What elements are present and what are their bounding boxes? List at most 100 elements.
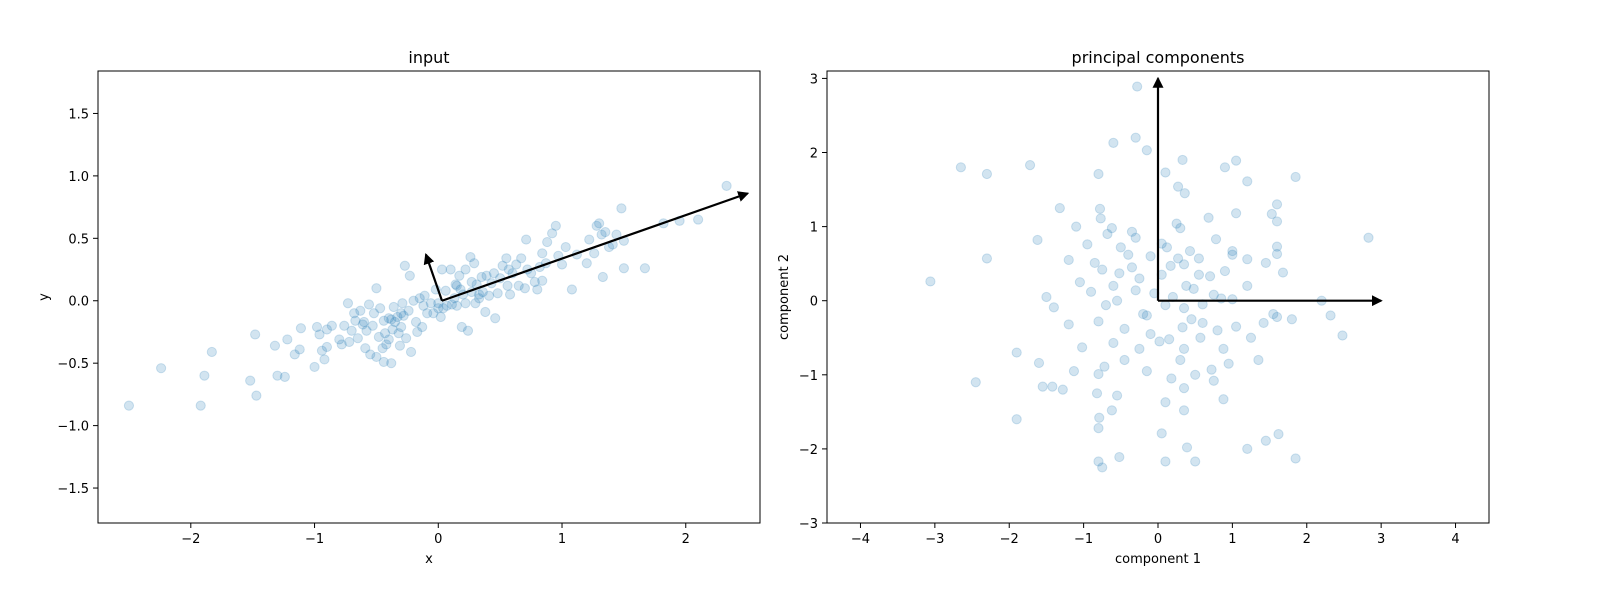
data-point	[319, 354, 330, 365]
data-point	[1111, 390, 1123, 401]
data-point	[360, 343, 371, 354]
data-point	[417, 321, 428, 333]
chart-title: input	[408, 48, 449, 67]
x-axis-ticks: −4 −3 −2 −1 0 1 2 3 4	[851, 523, 1460, 547]
x-tick-label: −1	[305, 532, 324, 547]
data-point	[405, 346, 417, 358]
data-point	[492, 288, 503, 299]
input-panel: input −2 −1 0 1 2 −1.5 −1.0 −0.5 0.0 0.5 1.0 1.5 x…	[37, 48, 761, 567]
data-point	[1047, 381, 1058, 392]
data-point	[156, 363, 167, 374]
data-point	[1154, 336, 1165, 347]
data-point	[1206, 364, 1217, 375]
data-point	[339, 320, 350, 331]
data-point	[1184, 245, 1196, 257]
data-point	[454, 270, 465, 281]
data-point	[581, 258, 592, 269]
data-point	[1195, 332, 1206, 343]
data-point	[1171, 218, 1182, 229]
data-point	[521, 234, 532, 245]
data-point	[616, 203, 627, 214]
data-point	[589, 248, 600, 259]
y-tick-label: −2	[799, 443, 818, 458]
data-point	[550, 220, 561, 231]
data-point	[501, 253, 512, 264]
data-point	[399, 260, 410, 271]
data-point	[386, 314, 397, 325]
data-point	[1108, 280, 1119, 291]
data-point	[560, 241, 571, 253]
data-point	[1178, 405, 1190, 416]
data-point	[436, 264, 448, 275]
data-point	[1145, 251, 1156, 262]
data-point	[1178, 383, 1190, 394]
data-point	[397, 298, 408, 309]
data-point	[1245, 332, 1257, 343]
data-point	[1290, 453, 1301, 464]
data-point	[404, 270, 415, 281]
data-point	[440, 285, 451, 296]
data-point	[371, 351, 382, 363]
data-point	[1094, 412, 1105, 423]
principal-components-panel: principal components −4 −3 −2 −1 0 1 2 3 4 −3−2−…	[777, 48, 1490, 567]
x-tick-label: 2	[1303, 532, 1311, 547]
data-point	[542, 236, 553, 248]
data-point	[206, 346, 217, 358]
x-tick-label: −4	[851, 532, 870, 547]
data-point	[1100, 300, 1112, 311]
data-point	[396, 308, 407, 319]
data-point	[378, 356, 389, 368]
data-point	[1208, 289, 1219, 300]
data-point	[1190, 456, 1201, 467]
data-point	[529, 276, 540, 288]
data-point	[618, 263, 629, 274]
y-tick-label: 2	[810, 147, 818, 162]
data-point	[418, 300, 429, 311]
data-point	[394, 340, 406, 351]
data-point	[419, 290, 430, 301]
data-point	[1172, 181, 1184, 192]
data-point	[1223, 358, 1234, 369]
data-point	[490, 313, 501, 324]
data-point	[1074, 277, 1085, 288]
x-axis-label: x	[425, 552, 433, 567]
component-vector-arrow	[441, 191, 750, 302]
data-point	[1097, 462, 1108, 473]
data-point	[403, 305, 414, 316]
data-point	[502, 280, 513, 291]
data-point	[1271, 241, 1283, 252]
data-point	[438, 303, 449, 314]
data-point	[1166, 373, 1177, 384]
data-point	[639, 263, 651, 274]
data-point	[1108, 337, 1119, 349]
data-point	[383, 334, 394, 345]
data-point	[1178, 303, 1190, 314]
data-point	[445, 264, 456, 275]
data-point	[1175, 222, 1186, 234]
y-tick-label: −1.0	[57, 420, 89, 435]
x-tick-label: 1	[558, 532, 566, 547]
data-point	[295, 323, 307, 334]
data-point	[1266, 208, 1277, 220]
x-tick-label: 4	[1451, 532, 1459, 547]
data-point	[462, 325, 474, 336]
data-point	[446, 299, 457, 310]
data-point	[556, 259, 568, 270]
data-point	[1277, 267, 1289, 278]
data-point	[474, 293, 485, 304]
data-point	[1253, 354, 1264, 366]
data-point	[373, 331, 384, 343]
data-point	[1271, 199, 1283, 210]
data-point	[1260, 257, 1271, 269]
data-point	[378, 315, 389, 326]
data-point	[1178, 343, 1190, 354]
data-point	[1054, 202, 1065, 214]
x-axis-ticks: −2 −1 0 1 2	[181, 523, 690, 547]
data-point	[401, 333, 412, 344]
data-point	[465, 251, 476, 263]
data-point	[1068, 365, 1080, 377]
principal-axes-arrows	[1152, 76, 1383, 307]
data-point	[316, 345, 328, 356]
data-point	[1041, 291, 1052, 303]
data-point	[1242, 443, 1253, 455]
